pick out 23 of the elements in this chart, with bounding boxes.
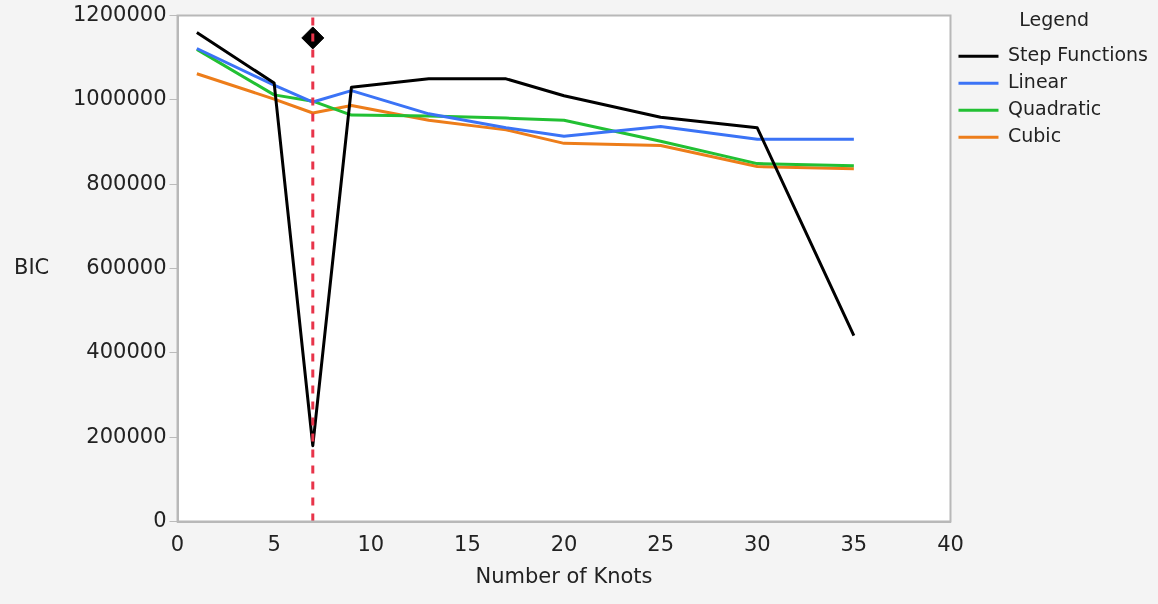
- legend-label: Quadratic: [1007, 97, 1102, 120]
- y-tick-label: 1000000: [72, 86, 167, 111]
- x-tick-label: 20: [550, 531, 578, 556]
- legend-label: Cubic: [1007, 124, 1062, 147]
- y-tick-label: 800000: [86, 170, 167, 195]
- x-tick-label: 15: [454, 531, 481, 556]
- y-tick-label: 0: [153, 508, 167, 533]
- y-tick-label: 400000: [86, 339, 167, 364]
- legend-label: Linear: [1007, 70, 1068, 93]
- x-tick-label: 0: [170, 531, 185, 556]
- x-tick-label: 25: [647, 531, 674, 556]
- legend-title: Legend: [1019, 8, 1090, 31]
- x-tick-label: 30: [743, 531, 771, 556]
- x-tick-label: 5: [267, 531, 281, 556]
- y-tick-label: 200000: [86, 423, 167, 448]
- x-axis-title: Number of Knots: [475, 563, 653, 588]
- x-tick-label: 35: [840, 531, 868, 556]
- y-tick-label: 600000: [86, 255, 167, 280]
- y-tick-label: 1200000: [72, 2, 167, 27]
- x-tick-label: 10: [357, 531, 385, 556]
- y-axis-title: BIC: [14, 255, 50, 280]
- x-tick-label: 40: [937, 531, 964, 556]
- legend-label: Step Functions: [1007, 43, 1148, 66]
